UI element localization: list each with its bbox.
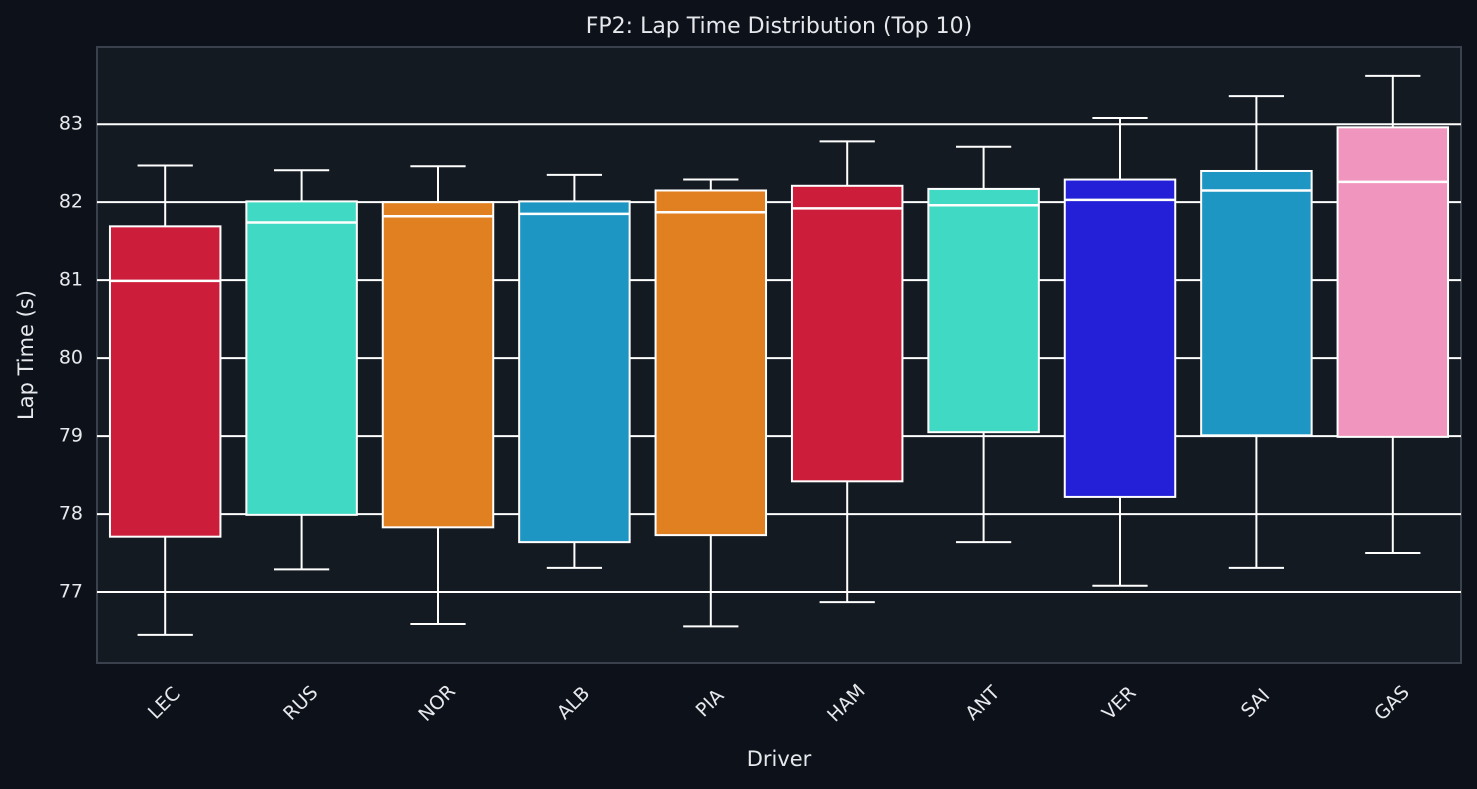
box	[1200, 169, 1313, 437]
box	[518, 200, 631, 544]
y-tick-label: 77	[59, 581, 83, 603]
box	[927, 187, 1040, 434]
y-tick-label: 78	[59, 503, 83, 525]
x-tick-label: GAS	[1370, 681, 1414, 725]
y-tick-label: 82	[59, 191, 83, 213]
x-tick-label: SAI	[1237, 684, 1274, 721]
y-tick-label: 79	[59, 425, 83, 447]
x-tick-label: ANT	[961, 681, 1004, 724]
x-tick-label: NOR	[414, 680, 460, 726]
box	[654, 189, 768, 537]
y-tick-label: 80	[59, 347, 83, 369]
x-tick-label: RUS	[279, 682, 322, 725]
y-tick-label: 81	[59, 269, 83, 291]
box	[108, 225, 222, 538]
x-tick-label: HAM	[823, 680, 869, 726]
x-tick-label: ALB	[553, 682, 594, 723]
y-axis-label: Lap Time (s)	[14, 290, 38, 420]
box	[1063, 178, 1177, 498]
chart-title: FP2: Lap Time Distribution (Top 10)	[586, 14, 972, 39]
x-axis-label: Driver	[747, 747, 812, 771]
box	[790, 184, 904, 483]
x-tick-label: PIA	[692, 685, 729, 722]
x-tick-label: LEC	[144, 683, 185, 724]
box	[1336, 126, 1450, 438]
x-tick-label: VER	[1098, 682, 1141, 725]
y-tick-label: 83	[59, 113, 83, 135]
box	[381, 201, 495, 529]
box	[245, 200, 358, 516]
